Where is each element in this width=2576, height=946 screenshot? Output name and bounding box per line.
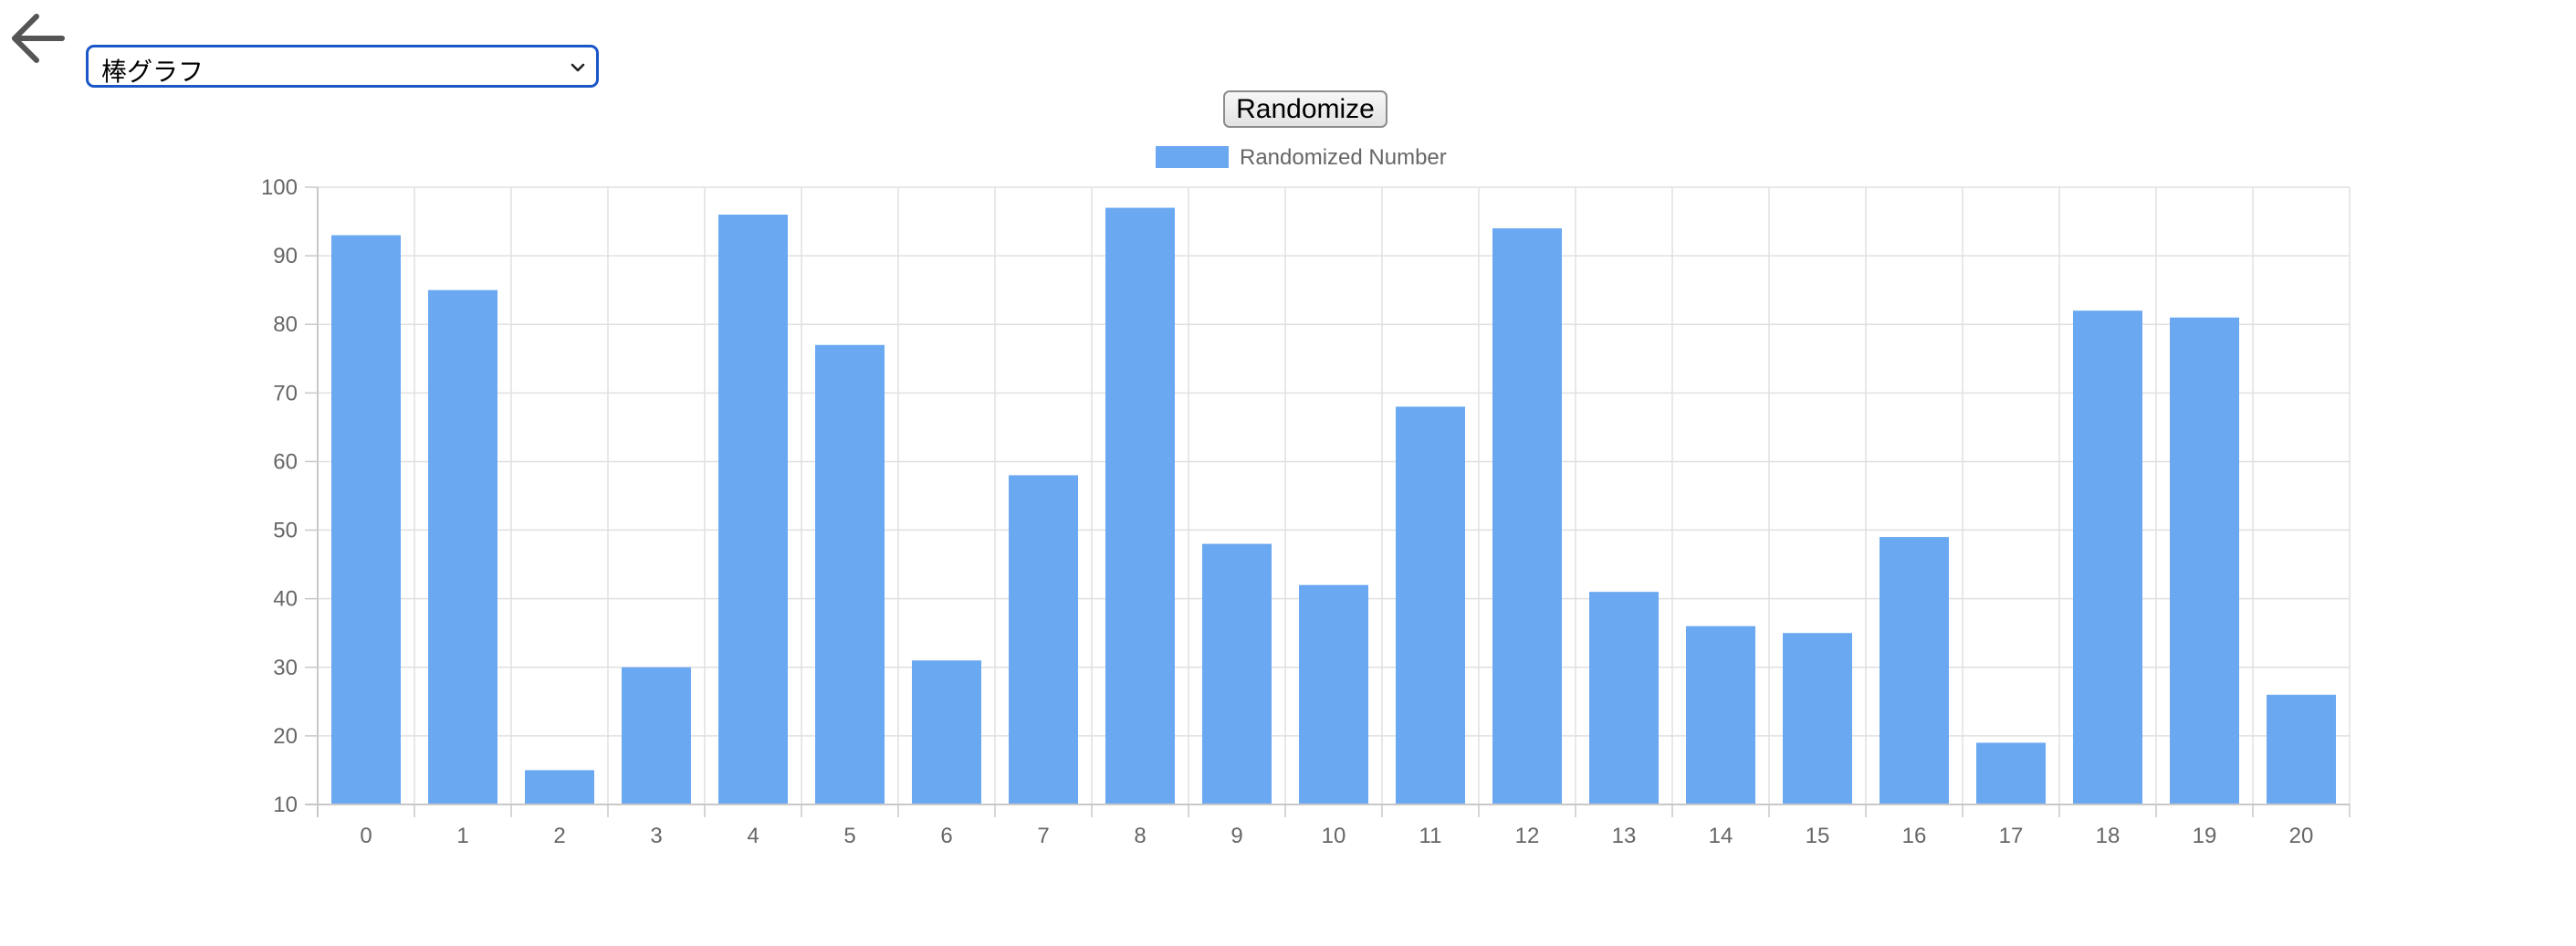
x-tick-label: 2 <box>553 824 565 848</box>
bar[interactable] <box>912 660 981 804</box>
bar[interactable] <box>1492 228 1562 805</box>
x-tick-label: 20 <box>2289 824 2314 848</box>
x-tick-label: 5 <box>843 824 855 848</box>
bar[interactable] <box>2170 317 2239 804</box>
bar[interactable] <box>428 289 497 805</box>
bar[interactable] <box>2267 694 2336 804</box>
bar[interactable] <box>2073 310 2142 804</box>
y-tick-label: 50 <box>273 519 298 543</box>
x-tick-label: 7 <box>1037 824 1049 848</box>
legend-swatch <box>1156 146 1229 168</box>
bar[interactable] <box>1783 633 1852 804</box>
bar[interactable] <box>622 667 691 804</box>
randomize-button[interactable]: Randomize <box>1223 90 1387 128</box>
chart-bars <box>331 207 2336 805</box>
y-tick-label: 30 <box>273 656 298 680</box>
x-tick-label: 1 <box>456 824 468 848</box>
chart-type-select-value: 棒グラフ <box>101 57 204 87</box>
x-tick-label: 3 <box>650 824 662 848</box>
bar[interactable] <box>1105 207 1175 805</box>
x-tick-label: 12 <box>1515 824 1540 848</box>
x-tick-label: 11 <box>1419 824 1442 848</box>
bar[interactable] <box>1880 537 1949 804</box>
chart-legend[interactable]: Randomized Number <box>1156 145 1447 170</box>
chevron-down-icon <box>571 63 585 72</box>
legend-label: Randomized Number <box>1240 145 1447 170</box>
chart-grid <box>317 186 2351 805</box>
y-tick-label: 90 <box>273 244 298 268</box>
x-tick-label: 18 <box>2096 824 2120 848</box>
x-tick-label: 6 <box>940 824 952 848</box>
arrow-left-icon <box>12 14 65 63</box>
x-tick-label: 17 <box>1999 824 2024 848</box>
x-tick-label: 4 <box>747 824 759 848</box>
back-button[interactable] <box>9 9 68 68</box>
bar[interactable] <box>525 770 594 804</box>
y-tick-label: 60 <box>273 449 298 474</box>
bar[interactable] <box>331 235 401 805</box>
chart-type-select[interactable]: 棒グラフ <box>86 45 599 88</box>
x-tick-label: 9 <box>1230 824 1242 848</box>
bar[interactable] <box>1396 406 1465 804</box>
y-tick-label: 20 <box>273 724 298 749</box>
bar[interactable] <box>1589 592 1659 804</box>
bar[interactable] <box>1686 625 1755 804</box>
bar[interactable] <box>815 344 885 804</box>
x-tick-label: 10 <box>1322 824 1346 848</box>
bar[interactable] <box>1299 584 1368 804</box>
bar[interactable] <box>1202 543 1272 804</box>
x-tick-label: 19 <box>2193 824 2217 848</box>
bar[interactable] <box>1009 475 1078 804</box>
y-tick-label: 100 <box>261 175 298 200</box>
y-tick-label: 70 <box>273 381 298 405</box>
bar[interactable] <box>718 215 788 805</box>
x-tick-label: 13 <box>1612 824 1637 848</box>
x-tick-label: 15 <box>1806 824 1830 848</box>
y-tick-label: 10 <box>273 793 298 817</box>
x-tick-label: 16 <box>1902 824 1927 848</box>
y-tick-label: 80 <box>273 312 298 337</box>
y-tick-label: 40 <box>273 587 298 612</box>
x-tick-label: 14 <box>1709 824 1733 848</box>
x-tick-label: 8 <box>1134 824 1146 848</box>
bar[interactable] <box>1976 742 2046 804</box>
x-tick-label: 0 <box>360 824 372 848</box>
